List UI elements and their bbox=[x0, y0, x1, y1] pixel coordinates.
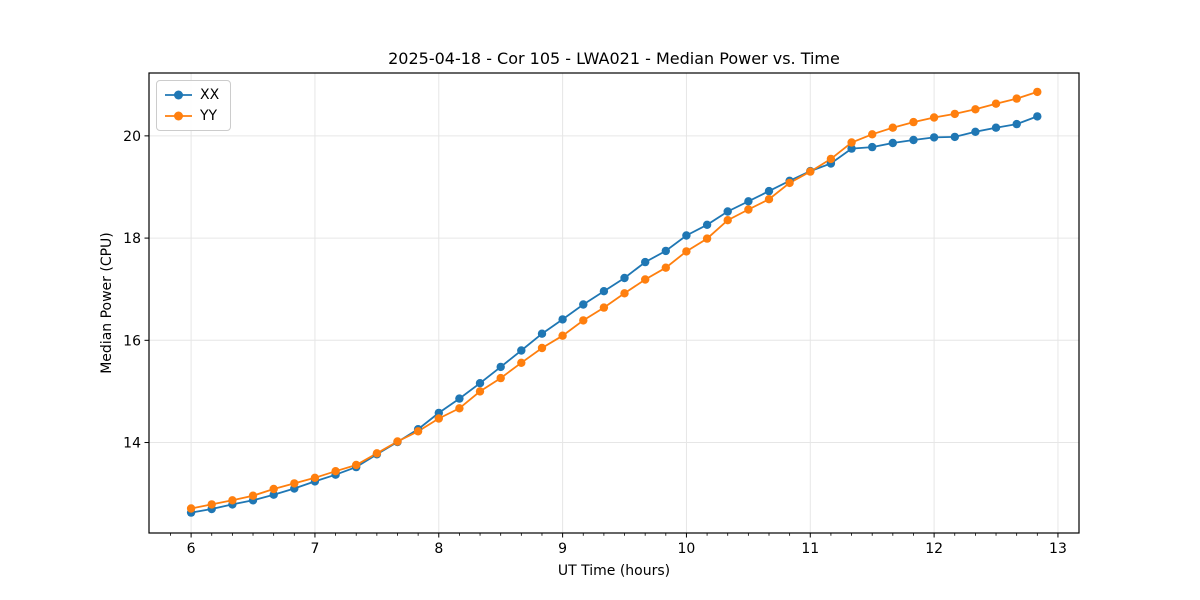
data-point-YY bbox=[641, 275, 650, 284]
x-tick-label: 6 bbox=[187, 541, 196, 557]
data-point-XX bbox=[599, 287, 609, 296]
axes-frame bbox=[148, 72, 1080, 534]
data-point-YY bbox=[455, 404, 464, 413]
series-line-YY bbox=[190, 91, 1038, 510]
data-point-XX bbox=[641, 257, 650, 267]
data-point-XX bbox=[517, 346, 526, 355]
legend-marker-icon bbox=[165, 90, 192, 100]
data-point-XX bbox=[723, 207, 732, 216]
data-point-XX bbox=[558, 315, 567, 324]
data-point-XX bbox=[682, 231, 691, 240]
data-point-YY bbox=[826, 154, 836, 164]
data-point-YY bbox=[269, 484, 278, 494]
x-tick-label: 10 bbox=[678, 541, 696, 557]
data-point-YY bbox=[310, 473, 320, 482]
data-point-YY bbox=[888, 123, 897, 132]
data-point-YY bbox=[929, 113, 939, 122]
data-point-YY bbox=[806, 167, 815, 176]
data-point-YY bbox=[847, 138, 856, 147]
data-point-XX bbox=[475, 379, 485, 388]
data-point-XX bbox=[764, 186, 774, 196]
data-point-YY bbox=[723, 216, 732, 225]
data-point-YY bbox=[620, 289, 629, 298]
data-point-YY bbox=[496, 373, 505, 383]
data-point-XX bbox=[868, 142, 877, 152]
data-point-XX bbox=[1033, 112, 1042, 121]
data-point-YY bbox=[579, 316, 588, 325]
y-tick-label: 16 bbox=[123, 333, 141, 349]
data-point-XX bbox=[537, 329, 547, 338]
x-tick-label: 9 bbox=[558, 541, 567, 557]
data-point-YY bbox=[537, 343, 547, 353]
data-point-YY bbox=[991, 99, 1001, 108]
data-point-YY bbox=[207, 500, 216, 509]
data-point-XX bbox=[991, 123, 1001, 132]
data-point-YY bbox=[517, 358, 526, 367]
data-point-YY bbox=[372, 449, 382, 458]
data-point-YY bbox=[868, 130, 877, 139]
chart-title: 2025-04-18 - Cor 105 - LWA021 - Median P… bbox=[388, 49, 840, 68]
data-point-XX bbox=[888, 138, 897, 148]
x-axis-label: UT Time (hours) bbox=[557, 563, 671, 579]
data-point-XX bbox=[496, 362, 505, 372]
data-point-YY bbox=[744, 205, 753, 214]
data-point-YY bbox=[1033, 87, 1042, 97]
data-point-XX bbox=[620, 273, 629, 283]
x-tick-label: 8 bbox=[434, 541, 443, 557]
data-point-YY bbox=[599, 303, 609, 312]
legend-item-YY: YY bbox=[165, 107, 219, 125]
legend-label: YY bbox=[200, 108, 218, 124]
legend-label: XX bbox=[200, 87, 220, 103]
data-point-XX bbox=[950, 132, 959, 142]
y-tick-label: 14 bbox=[123, 436, 141, 452]
data-point-YY bbox=[393, 437, 402, 446]
data-point-YY bbox=[352, 460, 361, 470]
data-point-XX bbox=[702, 220, 712, 229]
legend-item-XX: XX bbox=[165, 86, 219, 104]
x-tick-label: 13 bbox=[1049, 541, 1067, 557]
data-point-XX bbox=[847, 144, 856, 153]
data-point-YY bbox=[248, 491, 258, 500]
data-point-YY bbox=[702, 234, 712, 243]
data-point-XX bbox=[579, 300, 588, 309]
data-point-XX bbox=[929, 133, 939, 142]
data-point-YY bbox=[558, 331, 567, 340]
legend-marker-icon bbox=[165, 111, 192, 121]
data-point-XX bbox=[455, 394, 464, 403]
data-point-YY bbox=[475, 387, 485, 396]
data-point-YY bbox=[661, 263, 670, 272]
y-tick-label: 18 bbox=[123, 231, 141, 247]
data-point-XX bbox=[1012, 119, 1021, 129]
x-tick-label: 7 bbox=[310, 541, 319, 557]
x-tick-label: 11 bbox=[801, 541, 819, 557]
data-point-YY bbox=[228, 496, 237, 505]
data-point-XX bbox=[909, 135, 918, 145]
data-point-YY bbox=[971, 105, 980, 114]
data-point-YY bbox=[682, 247, 691, 256]
data-point-YY bbox=[413, 427, 423, 436]
y-tick-label: 20 bbox=[123, 129, 141, 145]
data-point-XX bbox=[661, 246, 670, 256]
y-axis-label: Median Power (CPU) bbox=[99, 232, 115, 374]
x-tick-label: 12 bbox=[925, 541, 943, 557]
data-point-YY bbox=[785, 178, 794, 188]
data-point-YY bbox=[764, 195, 774, 204]
data-point-YY bbox=[909, 117, 918, 127]
data-point-YY bbox=[331, 467, 340, 476]
data-point-XX bbox=[744, 197, 753, 206]
legend: XX YY bbox=[156, 80, 232, 131]
series-line-XX bbox=[190, 115, 1038, 514]
data-point-YY bbox=[950, 109, 959, 119]
data-point-YY bbox=[1012, 94, 1021, 103]
data-point-XX bbox=[971, 127, 980, 136]
data-point-YY bbox=[186, 504, 196, 513]
data-point-YY bbox=[434, 414, 443, 423]
data-point-YY bbox=[290, 479, 299, 488]
